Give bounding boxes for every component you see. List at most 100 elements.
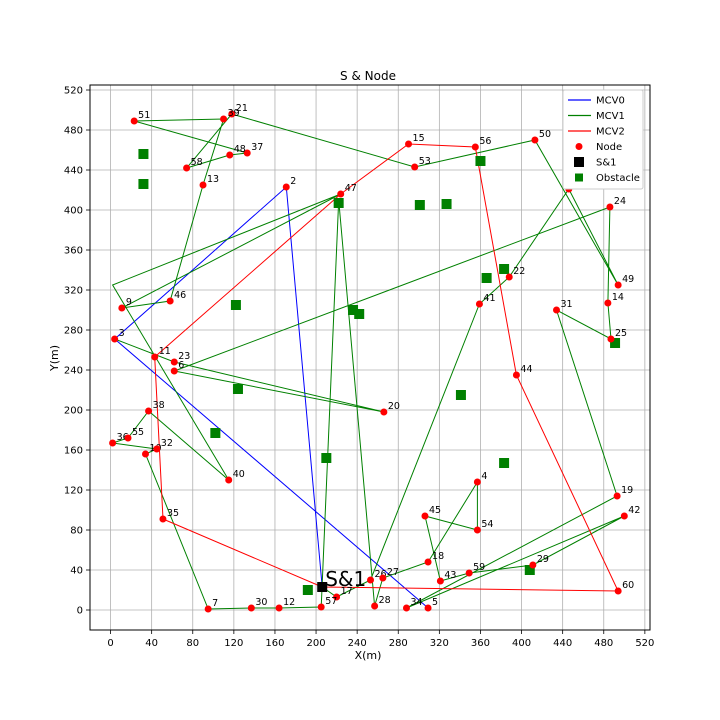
node-point xyxy=(402,604,410,612)
node-label: 55 xyxy=(132,427,144,438)
node-label: 14 xyxy=(612,292,624,303)
node-label: 56 xyxy=(479,136,491,147)
node-point xyxy=(371,602,379,610)
node-point xyxy=(465,569,473,577)
node-label: 50 xyxy=(539,129,551,140)
node-point xyxy=(170,358,178,366)
node-label: 28 xyxy=(379,595,391,606)
node-label: 23 xyxy=(178,351,190,362)
obstacle-marker xyxy=(321,453,332,463)
node-point xyxy=(317,603,325,611)
node-label: 5 xyxy=(432,597,438,608)
x-axis-title: X(m) xyxy=(355,649,382,662)
obstacle-marker xyxy=(138,179,149,189)
x-tick-label: 240 xyxy=(348,638,367,649)
node-point xyxy=(159,515,167,523)
node-point xyxy=(531,136,539,144)
obstacle-marker xyxy=(475,156,486,166)
node-label: 38 xyxy=(153,400,165,411)
node-point xyxy=(145,407,153,415)
node-label: 54 xyxy=(481,519,493,530)
node-label: 30 xyxy=(255,597,267,608)
node-label: 20 xyxy=(388,401,400,412)
y-tick-label: 80 xyxy=(70,526,83,537)
node-label: 57 xyxy=(325,596,337,607)
node-point xyxy=(424,558,432,566)
node-label: 35 xyxy=(167,508,179,519)
node-label: 60 xyxy=(622,580,634,591)
legend-label: MCV0 xyxy=(596,96,625,107)
node-point xyxy=(475,300,483,308)
node-label: 51 xyxy=(138,110,150,121)
node-point xyxy=(170,367,178,375)
obstacle-marker xyxy=(232,384,243,394)
node-point xyxy=(529,561,537,569)
legend-swatch-depot xyxy=(574,157,584,167)
node-point xyxy=(111,335,119,343)
node-point xyxy=(130,117,138,125)
y-tick-label: 200 xyxy=(64,406,83,417)
node-point xyxy=(228,110,236,118)
x-tick-label: 80 xyxy=(186,638,199,649)
node-label: 7 xyxy=(212,598,218,609)
x-tick-label: 40 xyxy=(145,638,158,649)
node-label: 47 xyxy=(345,183,357,194)
obstacle-marker xyxy=(499,264,510,274)
chart-title: S & Node xyxy=(340,69,396,83)
node-point xyxy=(471,143,479,151)
route-mcv2 xyxy=(154,143,619,592)
node-point xyxy=(405,140,413,148)
node-point xyxy=(151,353,159,361)
node-point xyxy=(614,281,622,289)
y-tick-label: 240 xyxy=(64,366,83,377)
node-point xyxy=(421,512,429,520)
node-label: 22 xyxy=(513,266,525,277)
y-tick-label: 280 xyxy=(64,326,83,337)
node-point xyxy=(473,478,481,486)
node-point xyxy=(220,115,228,123)
x-tick-label: 280 xyxy=(389,638,408,649)
y-tick-label: 120 xyxy=(64,486,83,497)
obstacle-marker xyxy=(354,309,365,319)
obstacle-marker xyxy=(302,585,313,595)
y-tick-label: 440 xyxy=(64,166,83,177)
node-label: 24 xyxy=(614,196,626,207)
node-point xyxy=(153,445,161,453)
node-point xyxy=(275,604,283,612)
plot-frame xyxy=(89,84,651,631)
x-tick-label: 360 xyxy=(471,638,490,649)
node-label: 49 xyxy=(622,274,634,285)
x-tick-label: 160 xyxy=(265,638,284,649)
node-point xyxy=(124,434,132,442)
y-tick-label: 400 xyxy=(64,206,83,217)
node-point xyxy=(620,512,628,520)
node-label: 9 xyxy=(126,297,132,308)
node-point xyxy=(552,306,560,314)
node-point xyxy=(333,593,341,601)
node-label: 11 xyxy=(159,346,171,357)
x-tick-label: 440 xyxy=(553,638,572,649)
node-label: 21 xyxy=(236,103,248,114)
node-point xyxy=(118,304,126,312)
node-point xyxy=(337,190,345,198)
node-point xyxy=(243,149,251,157)
node-point xyxy=(379,574,387,582)
nodes: 2345679101112131415171819202122232425262… xyxy=(109,103,640,613)
node-point xyxy=(199,181,207,189)
obstacle-marker xyxy=(524,565,535,575)
node-label: 37 xyxy=(251,142,263,153)
node-point xyxy=(282,183,290,191)
obstacle-marker xyxy=(138,149,149,159)
node-label: 36 xyxy=(117,432,129,443)
node-point xyxy=(411,163,419,171)
node-point xyxy=(424,604,432,612)
node-label: 44 xyxy=(520,364,532,375)
node-point xyxy=(226,151,234,159)
node-label: 2 xyxy=(290,176,296,187)
legend-label: Node xyxy=(596,142,622,153)
node-point xyxy=(109,439,117,447)
x-tick-label: 320 xyxy=(430,638,449,649)
node-label: 12 xyxy=(283,597,295,608)
node-label: 59 xyxy=(473,562,485,573)
